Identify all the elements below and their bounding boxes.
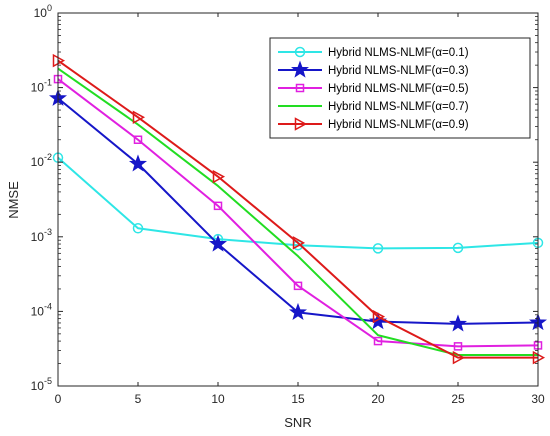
data-point (453, 342, 463, 351)
x-tick-label: 0 (55, 392, 62, 406)
y-tick-label: 10-3 (31, 227, 52, 244)
legend-label: Hybrid NLMS-NLMF(α=0.7) (328, 101, 469, 113)
y-tick-label: 100 (34, 3, 52, 20)
y-tick-base: 10 (31, 81, 45, 95)
y-tick-label: 10-5 (31, 376, 52, 393)
x-tick-label: 5 (135, 392, 142, 406)
data-point (133, 135, 143, 144)
y-tick-base: 10 (31, 230, 45, 244)
y-tick-exp: -3 (44, 227, 52, 237)
legend-item: Hybrid NLMS-NLMF(α=0.9) (278, 117, 469, 131)
y-tick-exp: -2 (44, 152, 52, 162)
data-point (293, 281, 303, 291)
x-axis-title: SNR (284, 415, 311, 430)
data-point (132, 223, 144, 234)
y-tick-exp: 0 (47, 3, 52, 13)
x-tick-label: 30 (531, 392, 545, 406)
y-tick-exp: -4 (44, 301, 52, 311)
legend-box (269, 37, 531, 139)
y-tick-label: 10-2 (31, 152, 52, 169)
series-line (57, 78, 539, 348)
data-point (132, 110, 146, 125)
legend-item: Hybrid NLMS-NLMF(α=0.1) (278, 46, 469, 59)
data-point (294, 46, 306, 58)
x-tick-label: 20 (371, 392, 385, 406)
legend-item: Hybrid NLMS-NLMF(α=0.3) (278, 60, 469, 78)
y-tick-base: 10 (31, 304, 45, 318)
data-point (213, 201, 223, 211)
data-point (292, 236, 306, 250)
series-line (57, 59, 538, 359)
y-tick-base: 10 (31, 379, 45, 393)
y-tick-label: 10-1 (31, 78, 52, 95)
y-tick-base: 10 (31, 155, 45, 169)
data-point (372, 243, 384, 254)
data-point (372, 309, 386, 324)
data-point (448, 314, 468, 332)
y-tick-exp: -5 (44, 376, 52, 386)
x-tick-label: 25 (451, 392, 465, 406)
y-tick-label: 10-4 (31, 301, 52, 318)
plot-frame (57, 12, 539, 387)
legend: Hybrid NLMS-NLMF(α=0.1) Hybrid NLMS-NLMF(… (269, 37, 531, 139)
data-point (294, 117, 308, 131)
y-tick-base: 10 (34, 6, 48, 20)
data-point (128, 154, 148, 172)
y-tick-exp: -1 (44, 78, 52, 88)
data-point (295, 83, 305, 93)
x-tick-label: 10 (211, 392, 225, 406)
legend-item: Hybrid NLMS-NLMF(α=0.7) (278, 101, 469, 113)
data-point (452, 242, 464, 254)
x-tick-label: 15 (291, 392, 305, 406)
legend-label: Hybrid NLMS-NLMF(α=0.5) (328, 83, 469, 95)
series-group (48, 88, 548, 332)
y-axis-title: NMSE (6, 181, 21, 219)
legend-item: Hybrid NLMS-NLMF(α=0.5) (278, 83, 469, 95)
data-point (373, 336, 383, 346)
series-lines (48, 53, 548, 365)
legend-label: Hybrid NLMS-NLMF(α=0.9) (328, 119, 469, 131)
legend-label: Hybrid NLMS-NLMF(α=0.1) (328, 47, 469, 59)
data-point (452, 350, 466, 365)
data-point (290, 60, 310, 78)
legend-label: Hybrid NLMS-NLMF(α=0.3) (328, 65, 469, 77)
data-point (288, 302, 308, 321)
data-point (208, 234, 228, 252)
data-point (212, 169, 226, 184)
